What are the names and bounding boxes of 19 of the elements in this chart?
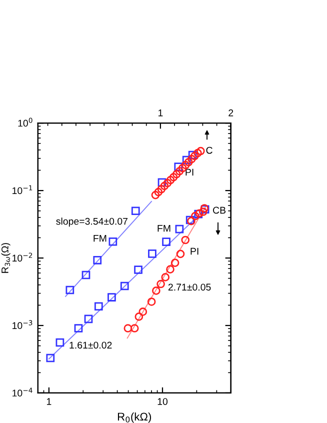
annotation: CB xyxy=(213,206,226,214)
y-tick-label: 10$^{−1}$ xyxy=(12,185,32,194)
annotation: PI xyxy=(190,248,198,255)
y-tick-label: 10$^{−2}$ xyxy=(12,252,32,262)
annotation: 2.71±0.05 xyxy=(168,284,211,291)
x2-tick-label: 2 xyxy=(228,109,234,116)
annotation: 1.61±0.02 xyxy=(70,342,112,349)
annotation: FM xyxy=(158,224,170,232)
y-axis-title: R$_{3ω}$(Ω) xyxy=(1,243,10,273)
x-axis-title: R$_{0}$(kΩ) xyxy=(118,412,152,423)
annotation: FM xyxy=(94,234,106,242)
x2-tick-label: 1 xyxy=(158,110,163,116)
y-tick-label: 10$^{0}$ xyxy=(18,118,32,127)
annotation: C xyxy=(206,146,212,154)
annotation: slope=3.54±0.07 xyxy=(56,218,128,227)
y-tick-label: 10$^{−4}$ xyxy=(12,388,32,397)
x-tick-label: 10 xyxy=(158,398,168,405)
y-tick-label: 10$^{−3}$ xyxy=(12,320,32,330)
annotation: PI xyxy=(186,168,194,176)
